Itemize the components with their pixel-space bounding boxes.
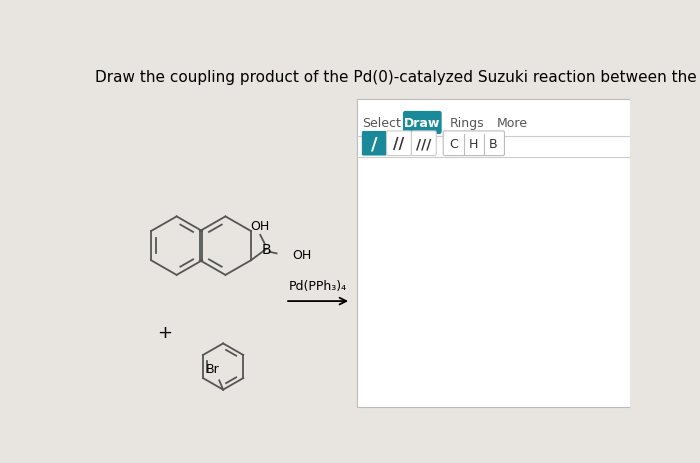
Text: C: C [449,138,459,150]
Text: B: B [262,242,272,256]
Text: Br: Br [205,362,219,375]
FancyBboxPatch shape [443,131,505,156]
Text: Draw the coupling product of the Pd(0)-catalyzed Suzuki reaction between the com: Draw the coupling product of the Pd(0)-c… [95,69,700,84]
Text: Pd(PPh₃)₄: Pd(PPh₃)₄ [289,279,347,292]
Text: Draw: Draw [404,117,440,130]
Text: OH: OH [292,249,312,262]
Text: OH: OH [251,219,270,232]
Text: //: // [393,137,405,151]
Bar [357,100,630,407]
FancyBboxPatch shape [386,131,412,156]
Text: +: + [158,323,172,341]
Text: H: H [469,138,478,150]
Text: /: / [371,135,377,153]
FancyBboxPatch shape [403,112,442,135]
Text: ///: /// [416,137,431,151]
FancyBboxPatch shape [362,131,386,156]
Text: Select: Select [363,117,401,130]
Text: Rings: Rings [450,117,484,130]
FancyBboxPatch shape [412,131,436,156]
Text: B: B [489,138,497,150]
Text: More: More [497,117,528,130]
